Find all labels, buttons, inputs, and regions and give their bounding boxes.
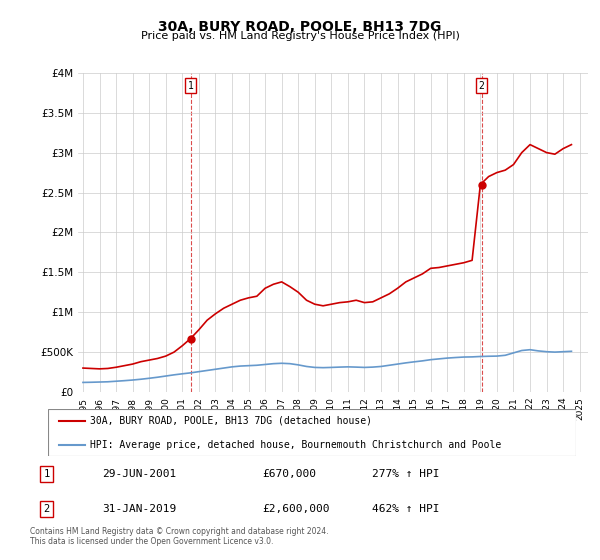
Text: 462% ↑ HPI: 462% ↑ HPI [372,504,440,514]
Text: 30A, BURY ROAD, POOLE, BH13 7DG: 30A, BURY ROAD, POOLE, BH13 7DG [158,20,442,34]
Text: 277% ↑ HPI: 277% ↑ HPI [372,469,440,479]
Text: HPI: Average price, detached house, Bournemouth Christchurch and Poole: HPI: Average price, detached house, Bour… [90,440,502,450]
Text: 2: 2 [43,504,50,514]
Text: 1: 1 [188,81,194,91]
Text: Contains HM Land Registry data © Crown copyright and database right 2024.
This d: Contains HM Land Registry data © Crown c… [30,526,329,546]
Text: Price paid vs. HM Land Registry's House Price Index (HPI): Price paid vs. HM Land Registry's House … [140,31,460,41]
Text: £670,000: £670,000 [262,469,316,479]
Text: 1: 1 [43,469,50,479]
Text: 30A, BURY ROAD, POOLE, BH13 7DG (detached house): 30A, BURY ROAD, POOLE, BH13 7DG (detache… [90,416,372,426]
FancyBboxPatch shape [48,409,576,456]
Text: 2: 2 [479,81,485,91]
Text: £2,600,000: £2,600,000 [262,504,329,514]
Text: 29-JUN-2001: 29-JUN-2001 [102,469,176,479]
Text: 31-JAN-2019: 31-JAN-2019 [102,504,176,514]
